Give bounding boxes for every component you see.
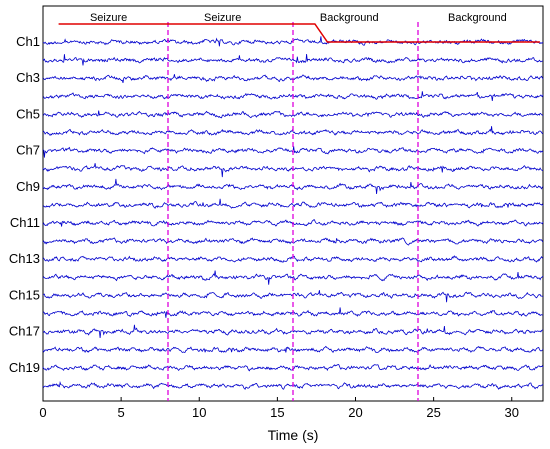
x-axis-label: Time (s) — [268, 427, 319, 443]
eeg-trace-ch18 — [42, 345, 544, 354]
eeg-trace-ch10 — [42, 198, 544, 209]
x-tick-label: 25 — [426, 405, 440, 420]
segment-boundaries — [167, 22, 419, 401]
channel-label-ch19: Ch19 — [9, 360, 40, 375]
x-tick-label: 10 — [192, 405, 206, 420]
eeg-trace-ch6 — [42, 126, 544, 137]
segment-label-1: Seizure — [90, 12, 127, 24]
channel-label-ch11: Ch11 — [10, 215, 40, 230]
x-tick-label: 0 — [39, 405, 46, 420]
channel-labels: Ch1 Ch3 Ch5 Ch7 Ch9 Ch11 Ch13 Ch15 Ch17 Ch19 — [9, 34, 40, 375]
segment-label-4: Background — [448, 12, 507, 24]
channel-label-ch9: Ch9 — [16, 179, 40, 194]
segment-label-3: Background — [320, 12, 379, 24]
x-axis-ticks: 0 5 10 15 20 25 30 — [39, 397, 519, 420]
channel-label-ch3: Ch3 — [16, 70, 40, 85]
channel-label-ch15: Ch15 — [9, 287, 40, 302]
annotation-track: Seizure Seizure Background Background — [58, 12, 540, 43]
annotation-line — [58, 23, 540, 43]
x-tick-label: 5 — [118, 405, 125, 420]
eeg-trace-ch14 — [42, 270, 544, 285]
x-tick-label: 15 — [270, 405, 284, 420]
channel-label-ch17: Ch17 — [9, 324, 40, 339]
segment-label-2: Seizure — [204, 12, 241, 24]
x-tick-label: 30 — [505, 405, 519, 420]
x-tick-label: 20 — [348, 405, 362, 420]
channel-label-ch7: Ch7 — [16, 143, 40, 158]
channel-label-ch5: Ch5 — [16, 106, 40, 121]
channel-label-ch13: Ch13 — [9, 251, 40, 266]
channel-label-ch1: Ch1 — [16, 34, 40, 49]
